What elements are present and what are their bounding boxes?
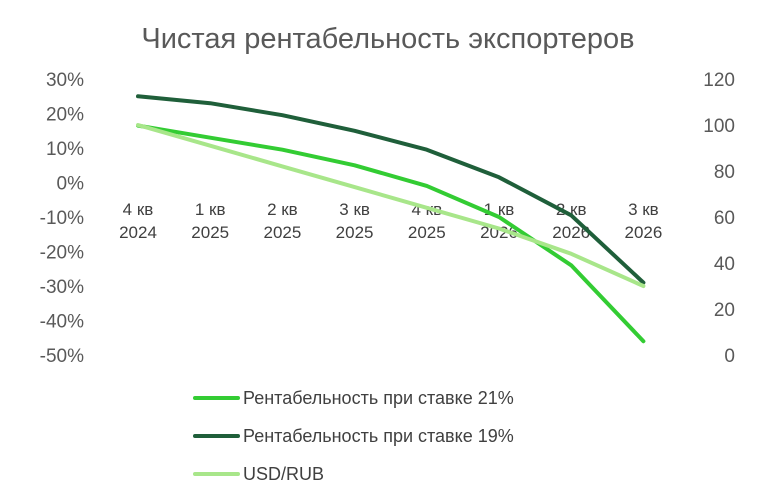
legend-item: Рентабельность при ставке 19% [193,426,514,446]
series-line-1 [136,123,646,344]
legend-label: Рентабельность при ставке 21% [243,388,514,408]
legend-label: USD/RUB [243,464,324,484]
right-tick-label: 40 [714,254,735,275]
legend-item: Рентабельность при ставке 21% [193,388,514,408]
left-axis-ticks: 30% 20% 10% 0% -10% -20% -30% -40% -50% [40,70,84,367]
left-tick-label: 0% [57,174,85,195]
legend: Рентабельность при ставке 21% Рентабельно… [193,388,514,484]
right-tick-label: 100 [703,116,735,137]
chart-title: Чистая рентабельность экспортеров [141,23,634,55]
left-tick-label: 20% [46,105,84,126]
category-label: 1 кв 2026 [480,200,518,242]
left-tick-label: -50% [40,346,84,367]
category-label: 3 кв 2026 [624,200,662,242]
category-label: 2 кв 2026 [552,200,590,242]
right-tick-label: 80 [714,162,735,183]
right-tick-label: 0 [724,346,735,367]
right-tick-label: 20 [714,300,735,321]
series-line-3 [136,123,646,288]
left-tick-label: -30% [40,277,84,298]
left-tick-label: 30% [46,70,84,91]
right-axis-ticks: 120 100 80 60 40 20 0 [703,70,735,367]
left-tick-label: -40% [40,312,84,333]
left-tick-label: 10% [46,139,84,160]
category-label: 3 кв 2025 [336,200,374,242]
left-tick-label: -20% [40,243,84,264]
right-tick-label: 120 [703,70,735,91]
series-line-2 [136,94,646,285]
category-label: 2 кв 2025 [263,200,301,242]
category-label: 4 кв 2024 [119,200,157,242]
right-tick-label: 60 [714,208,735,229]
left-tick-label: -10% [40,208,84,229]
series-lines [136,94,646,344]
legend-label: Рентабельность при ставке 19% [243,426,514,446]
category-label: 1 кв 2025 [191,200,229,242]
legend-item: USD/RUB [193,464,324,484]
